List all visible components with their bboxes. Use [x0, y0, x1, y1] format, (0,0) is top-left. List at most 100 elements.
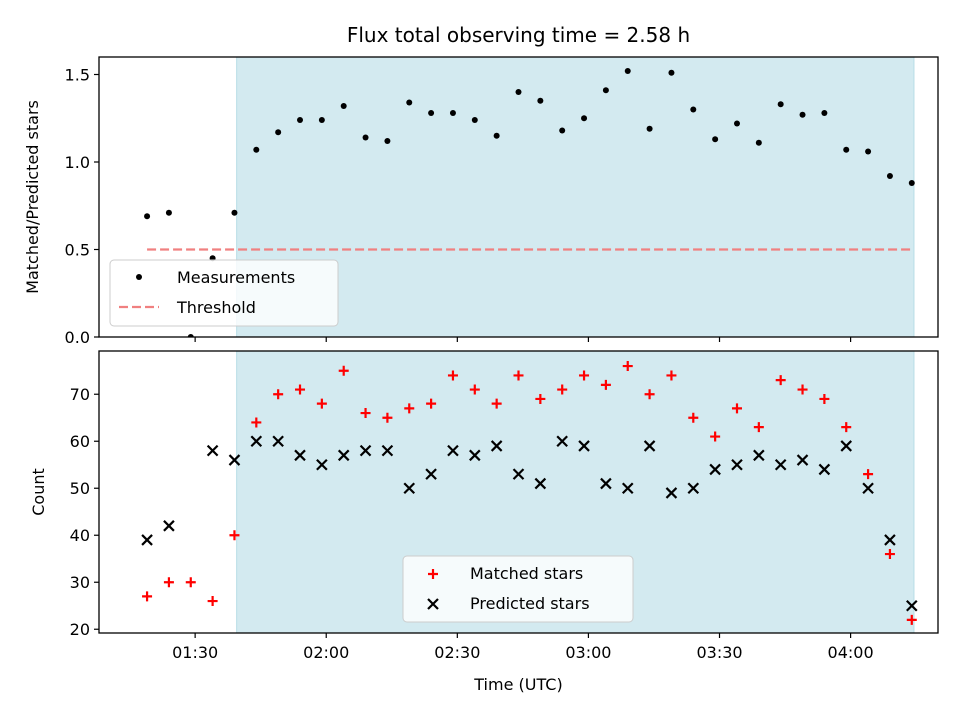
data-point	[665, 487, 678, 499]
data-point	[884, 534, 896, 546]
data-point	[865, 148, 872, 155]
data-point	[469, 384, 480, 395]
data-point	[843, 146, 850, 153]
y-axis-label-ratio: Matched/Predicted stars	[23, 100, 42, 294]
data-point	[821, 110, 828, 116]
data-point	[426, 398, 437, 409]
data-point	[493, 132, 500, 139]
y-tick-label: 0.0	[65, 328, 90, 347]
data-point	[643, 440, 656, 452]
data-point	[840, 440, 853, 452]
ratio-panel: 0.0 0.5 1.0 1.5 Measurements Threshold	[65, 56, 939, 347]
data-point	[337, 449, 350, 462]
data-point	[359, 444, 372, 457]
data-point	[906, 599, 918, 612]
data-point	[690, 106, 697, 113]
data-point	[687, 482, 700, 495]
data-point	[579, 370, 590, 381]
x-tick-label: 02:00	[303, 643, 349, 662]
data-point	[755, 139, 762, 146]
data-point	[819, 393, 830, 404]
legend-marker-matched	[428, 569, 438, 579]
data-point	[447, 370, 458, 381]
observing-span	[236, 56, 915, 338]
data-point	[251, 417, 262, 428]
data-point	[578, 440, 590, 452]
legend-label-predicted: Predicted stars	[470, 594, 590, 613]
data-point	[906, 614, 917, 625]
data-point	[731, 403, 742, 414]
data-point	[253, 146, 260, 153]
data-point	[382, 412, 393, 423]
data-point	[163, 577, 174, 588]
data-point	[799, 111, 806, 118]
x-tick-label: 02:30	[434, 643, 480, 662]
data-point	[142, 591, 153, 602]
data-point	[710, 431, 721, 442]
data-point	[273, 389, 284, 400]
y-tick-label: 30	[70, 573, 90, 592]
data-point	[206, 444, 219, 457]
data-point	[471, 117, 478, 123]
data-point	[534, 477, 547, 490]
data-point	[622, 361, 633, 372]
data-point	[165, 209, 172, 216]
y-tick-label: 1.5	[65, 66, 90, 85]
data-point	[297, 117, 304, 123]
data-point	[228, 454, 241, 466]
data-point	[668, 69, 675, 76]
data-point	[250, 435, 263, 448]
data-point	[600, 477, 612, 490]
data-point	[513, 370, 524, 381]
legend-count: Matched stars Predicted stars	[402, 555, 634, 623]
data-point	[515, 89, 522, 95]
data-point	[712, 136, 719, 143]
data-point	[666, 370, 677, 381]
data-point	[863, 469, 874, 480]
data-point	[535, 393, 546, 404]
data-point	[818, 463, 831, 476]
data-point	[207, 596, 218, 607]
data-point	[777, 101, 784, 108]
data-point	[646, 125, 653, 132]
legend-box	[109, 259, 339, 327]
x-tick-label: 03:30	[696, 643, 742, 662]
data-point	[163, 520, 175, 532]
data-point	[295, 384, 306, 395]
data-point	[316, 458, 328, 471]
data-point	[644, 389, 655, 400]
y-tick-label: 40	[70, 526, 90, 545]
legend-box	[402, 555, 634, 623]
y-tick-label: 70	[70, 385, 90, 404]
data-point	[862, 482, 874, 495]
data-point	[381, 444, 394, 457]
markers-group	[141, 361, 918, 625]
x-tick-label: 01:30	[172, 643, 218, 662]
legend-ratio: Measurements Threshold	[109, 259, 339, 327]
data-point	[557, 384, 568, 395]
data-point	[559, 127, 566, 134]
y-tick-label: 0.5	[65, 241, 90, 260]
data-point	[229, 530, 240, 541]
data-point	[447, 444, 459, 457]
data-point	[404, 403, 415, 414]
data-point	[384, 138, 391, 144]
data-point	[187, 334, 194, 337]
data-point	[753, 422, 764, 433]
data-point	[185, 577, 196, 588]
data-point	[621, 482, 634, 495]
x-tick-label: 04:00	[828, 643, 874, 662]
count-panel: 01:30 02:00 02:30 03:00 03:30 04:00 20 30 40 50 60…	[70, 350, 939, 662]
data-point	[491, 398, 502, 409]
data-point	[338, 365, 349, 376]
y-tick-label: 50	[70, 479, 90, 498]
y-tick-label: 1.0	[65, 153, 90, 172]
data-point	[512, 468, 525, 480]
data-point	[469, 449, 481, 462]
data-point	[797, 384, 808, 395]
legend-label-matched: Matched stars	[470, 564, 583, 583]
legend-label-measurements: Measurements	[177, 268, 295, 287]
data-point	[796, 454, 809, 466]
data-point	[144, 213, 151, 220]
data-point	[428, 110, 435, 116]
